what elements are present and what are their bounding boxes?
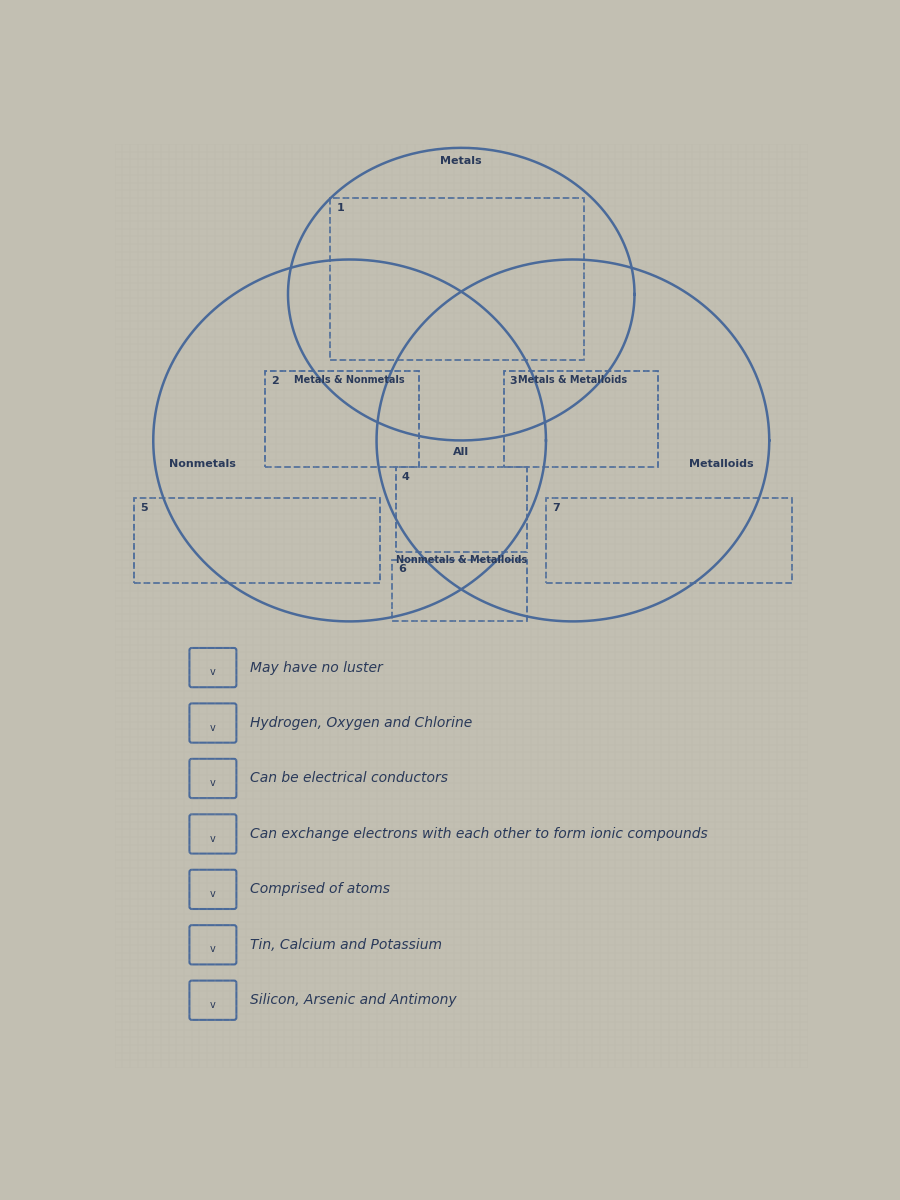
- Text: Metals & Nonmetals: Metals & Nonmetals: [294, 374, 405, 385]
- Text: Silicon, Arsenic and Antimony: Silicon, Arsenic and Antimony: [249, 994, 456, 1007]
- Text: Metals: Metals: [440, 156, 482, 166]
- Text: May have no luster: May have no luster: [249, 660, 382, 674]
- Text: 2: 2: [271, 376, 279, 385]
- Text: v: v: [210, 667, 216, 677]
- Text: v: v: [210, 722, 216, 733]
- Text: Metals & Metalloids: Metals & Metalloids: [518, 374, 627, 385]
- Text: All: All: [454, 446, 469, 457]
- Text: Hydrogen, Oxygen and Chlorine: Hydrogen, Oxygen and Chlorine: [249, 716, 472, 730]
- Text: v: v: [210, 834, 216, 844]
- Text: v: v: [210, 889, 216, 899]
- Text: v: v: [210, 1000, 216, 1010]
- Bar: [134, 498, 381, 583]
- Text: Can exchange electrons with each other to form ionic compounds: Can exchange electrons with each other t…: [249, 827, 707, 841]
- Bar: [392, 559, 526, 622]
- Bar: [546, 498, 792, 583]
- Text: v: v: [210, 944, 216, 954]
- Text: Tin, Calcium and Potassium: Tin, Calcium and Potassium: [249, 938, 442, 952]
- Text: 7: 7: [552, 503, 560, 512]
- Text: 5: 5: [140, 503, 148, 512]
- Text: v: v: [210, 778, 216, 788]
- Text: 3: 3: [509, 376, 518, 385]
- Bar: [330, 198, 584, 360]
- Bar: [265, 371, 418, 467]
- Text: Comprised of atoms: Comprised of atoms: [249, 882, 390, 896]
- Text: 4: 4: [402, 472, 410, 482]
- Text: 6: 6: [398, 564, 406, 575]
- Text: Nonmetals: Nonmetals: [168, 458, 236, 468]
- Text: Metalloids: Metalloids: [689, 458, 754, 468]
- Text: 1: 1: [337, 203, 345, 212]
- Bar: [504, 371, 658, 467]
- Text: Nonmetals & Metalloids: Nonmetals & Metalloids: [396, 554, 526, 565]
- Bar: [396, 467, 526, 552]
- Text: Can be electrical conductors: Can be electrical conductors: [249, 772, 447, 786]
